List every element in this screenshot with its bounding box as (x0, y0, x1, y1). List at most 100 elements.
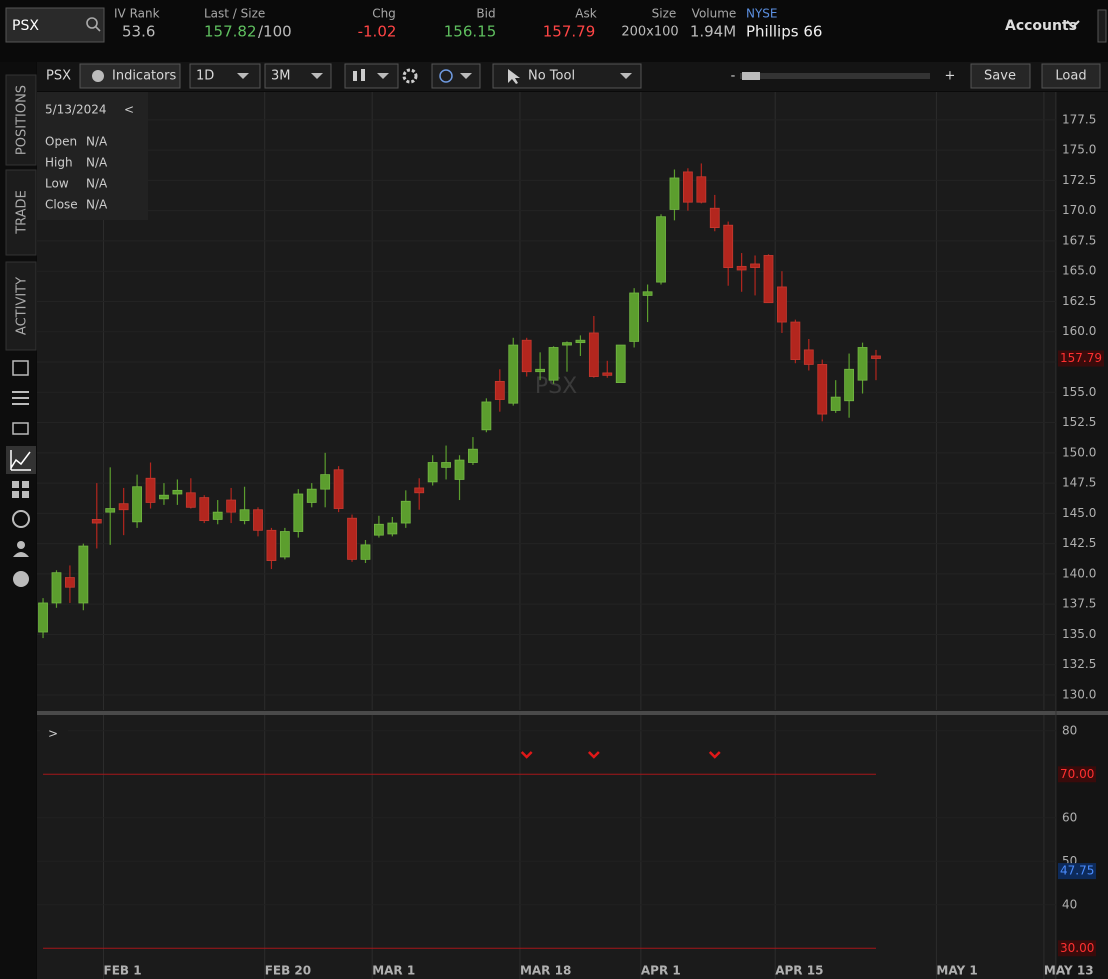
last-size: /100 (258, 23, 292, 41)
overbought-signal (520, 751, 533, 759)
activity-tab-text[interactable]: ACTIVITY (15, 277, 30, 335)
accounts-chevron[interactable] (1066, 20, 1080, 29)
candle-body (562, 342, 572, 346)
candle-body (803, 349, 814, 365)
candle-body (441, 462, 451, 468)
zoom-slider[interactable] (740, 73, 930, 79)
y-tick-label: 155.0 (1062, 385, 1096, 399)
search-text[interactable]: PSX (12, 18, 39, 34)
activity-tab[interactable] (5, 261, 37, 351)
zoom-thumb[interactable] (742, 72, 760, 80)
candle-body (454, 459, 465, 480)
search-icon[interactable] (86, 17, 98, 29)
rsi-expand-button[interactable] (40, 722, 68, 746)
save-button[interactable] (970, 63, 1031, 89)
y-tick-label: 167.5 (1062, 233, 1096, 247)
candle-body (414, 487, 425, 494)
candle-body (535, 368, 546, 373)
x-tick-label: APR 15 (775, 964, 823, 978)
y-tick-label: 152.5 (1062, 415, 1096, 429)
indicators-text[interactable]: Indicators (112, 69, 176, 84)
y-tick-label: 172.5 (1062, 173, 1096, 187)
info-box (37, 92, 148, 220)
accounts[interactable]: Accounts (1005, 18, 1077, 34)
y-tick-label: 147.5 (1062, 476, 1096, 490)
style-dropdown[interactable] (344, 63, 399, 89)
aggregation-dropdown[interactable] (189, 63, 261, 89)
tool-text[interactable]: No Tool (528, 69, 575, 84)
range-text[interactable]: 3M (271, 69, 291, 84)
aggregation-text[interactable]: 1D (196, 69, 214, 84)
y-tick-label: 175.0 (1062, 143, 1096, 157)
candle-body (494, 380, 505, 400)
load-button[interactable] (1041, 63, 1101, 89)
x-tick-label: FEB 1 (104, 964, 142, 978)
icon-monitor[interactable] (12, 360, 29, 376)
info-value: N/A (86, 156, 108, 170)
candle-body (51, 572, 62, 604)
crosshair-icon (439, 69, 453, 83)
candle-body (226, 499, 237, 513)
candle-body (575, 339, 586, 344)
x-tick-label: FEB 20 (265, 964, 311, 978)
candle-body (777, 286, 787, 323)
x-tick-label: MAR 1 (372, 964, 415, 978)
positions-tab-text[interactable]: POSITIONS (15, 85, 30, 155)
last: 157.82 (204, 23, 257, 41)
rsi-last-label: 47.75 (1060, 864, 1094, 878)
y-tick-label: 150.0 (1062, 445, 1096, 459)
candle-body (279, 531, 290, 558)
crosshair-dropdown[interactable] (431, 63, 481, 89)
info-label: High (45, 156, 73, 170)
settings-icon[interactable] (402, 68, 418, 84)
candle-body (468, 448, 478, 463)
rsi-expand[interactable]: > (48, 727, 58, 741)
icon-list[interactable] (12, 391, 29, 405)
indicators-icon (92, 70, 104, 82)
y-tick-label: 140.0 (1062, 566, 1096, 580)
candle-body (602, 372, 613, 376)
price-axis-panel (1057, 92, 1108, 979)
icon-tv[interactable] (12, 422, 29, 435)
price-panel (37, 92, 1056, 711)
candle-body (78, 545, 89, 604)
candle-body (320, 474, 331, 490)
trade-tab-text[interactable]: TRADE (15, 190, 30, 235)
chg-label: Chg (372, 7, 396, 21)
info-collapse[interactable]: < (124, 103, 134, 117)
candle-body (266, 529, 277, 561)
dropdown-arrow (460, 73, 472, 79)
candle-body (857, 347, 868, 381)
rsi-tick-label: 40 (1062, 897, 1077, 911)
last-price-label: 157.79 (1060, 351, 1102, 365)
icon-gauge[interactable] (12, 510, 30, 528)
candle-body (185, 492, 196, 508)
candle-body (629, 292, 640, 342)
candle-body (790, 321, 801, 360)
save-text[interactable]: Save (984, 69, 1016, 84)
candle-body (615, 344, 626, 383)
x-tick-label: MAR 18 (520, 964, 571, 978)
positions-tab[interactable] (5, 74, 37, 166)
trade-tab[interactable] (5, 169, 37, 256)
load-text[interactable]: Load (1055, 69, 1086, 84)
indicators-button[interactable] (79, 63, 181, 89)
zoom-out[interactable]: - (731, 69, 736, 84)
y-tick-label: 132.5 (1062, 657, 1096, 671)
icon-grid[interactable] (12, 481, 29, 498)
iv-rank: 53.6 (122, 23, 155, 41)
ask-label: Ask (575, 7, 596, 21)
last-label: Last / Size (204, 7, 265, 21)
icon-help[interactable] (13, 571, 29, 587)
y-tick-label: 130.0 (1062, 687, 1096, 701)
ask: 157.79 (543, 23, 596, 41)
rsi-level-label: 30.00 (1060, 941, 1094, 955)
tool-dropdown[interactable] (492, 63, 642, 89)
icon-people[interactable] (17, 541, 25, 549)
search-icon-handle (95, 26, 101, 32)
y-tick-label: 177.5 (1062, 112, 1096, 126)
icon-charts[interactable] (10, 450, 31, 471)
zoom-in[interactable]: + (945, 69, 956, 84)
candle-body (481, 401, 492, 431)
info-value: N/A (86, 135, 108, 149)
